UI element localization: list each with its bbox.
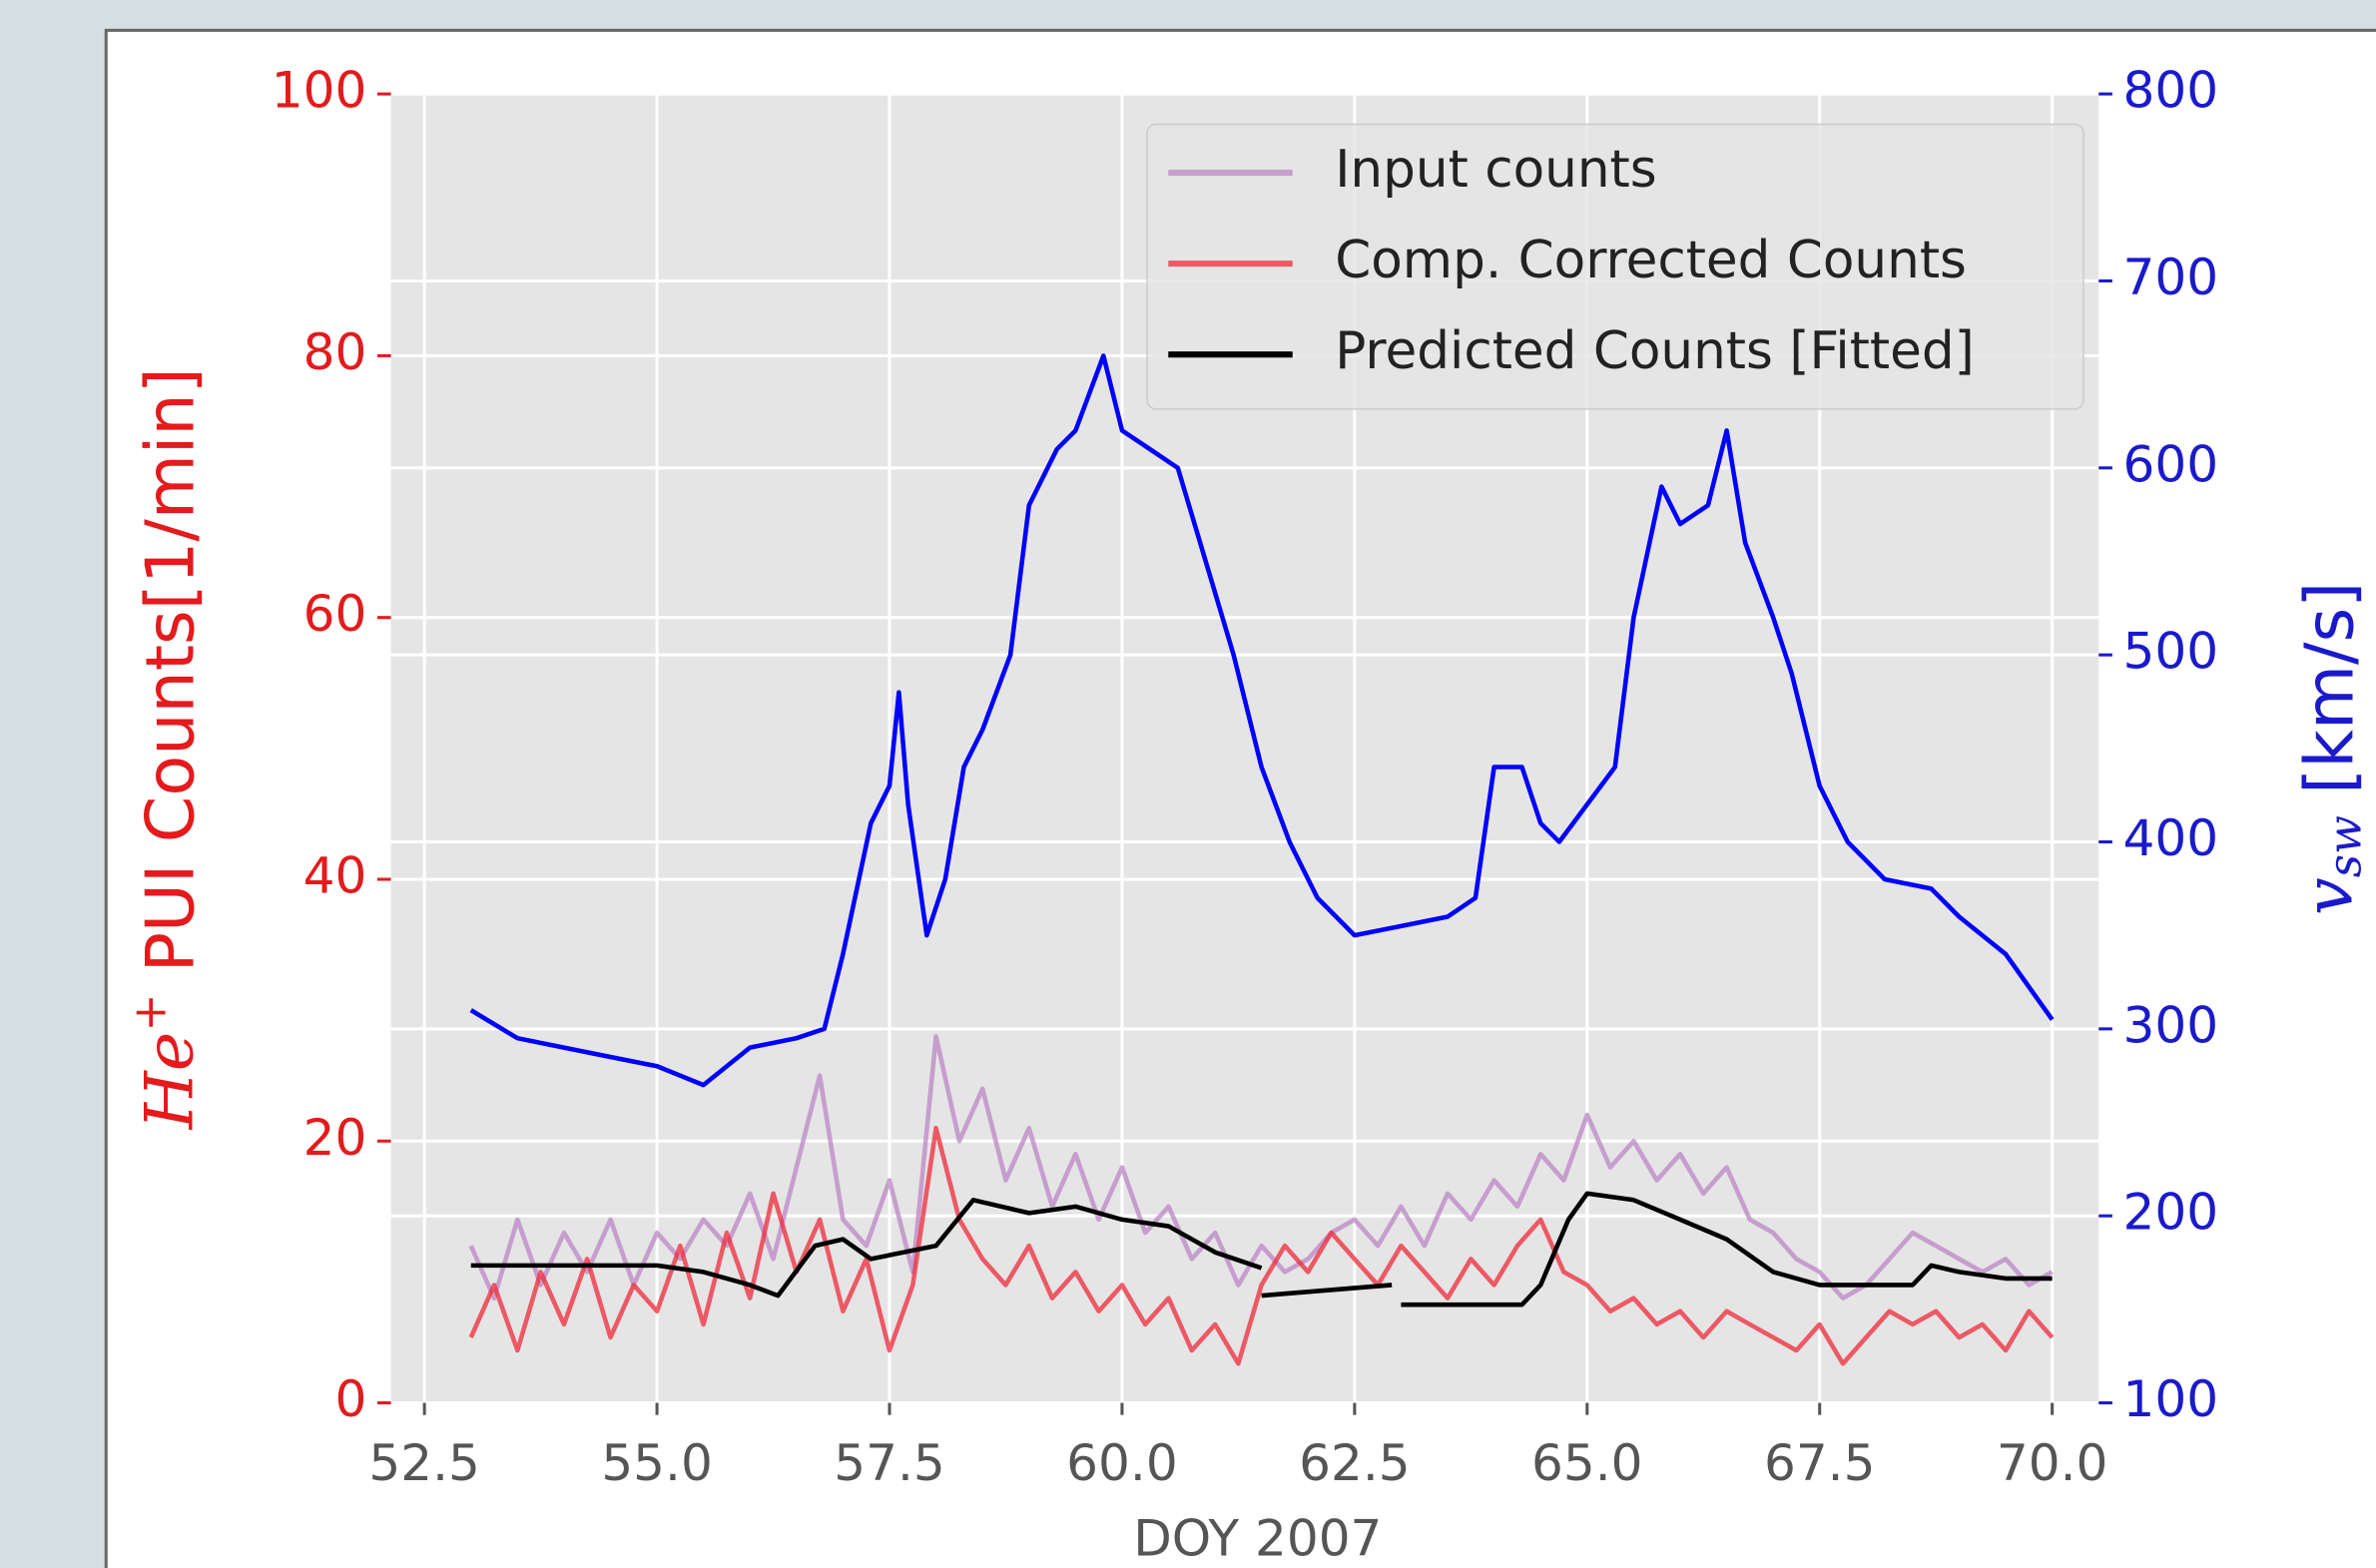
y2-tick-label: 600 [2123,435,2219,493]
legend-label: Predicted Counts [Fitted] [1335,321,1975,381]
y2label-script: sw [2318,815,2371,877]
x-tick-label: 60.0 [1066,1434,1178,1492]
y-tick-label: 20 [303,1109,367,1167]
y-tick-label: 0 [334,1370,366,1428]
x-tick-label: 65.0 [1531,1434,1643,1492]
x-tick-label: 57.5 [834,1434,945,1492]
y2-tick-label: 800 [2123,62,2219,120]
ylabel-main: He [130,1032,208,1132]
ylabel-rest: PUI Counts[1/min] [131,367,209,993]
y2label-main: v [2289,877,2367,915]
legend: Input counts Comp. Corrected Counts Predic… [1146,123,2084,410]
y2-tick-label: 300 [2123,996,2219,1054]
axes: 52.5 55.0 57.5 60.0 62.5 65.0 67.5 70.0 0 20 40 60 8… [272,62,2218,1492]
y-axis-label: He+ PUI Counts[1/min] [123,367,209,1131]
y2-tick-label: 200 [2123,1184,2219,1242]
x-tick-label: 52.5 [368,1434,480,1492]
legend-label: Input counts [1335,140,1656,200]
x-tick-label: 70.0 [1997,1434,2108,1492]
series-line [470,1191,2053,1307]
y2-tick-label: 500 [2123,623,2219,681]
series-line [468,1034,2054,1301]
y2-axis-label: vsw [km/s] [2289,582,2371,915]
x-tick-label: 55.0 [601,1434,713,1492]
y-tick-label: 80 [303,323,367,381]
y-tick-label: 60 [303,585,367,643]
marks [468,353,2055,1366]
y2-tick-label: 400 [2123,809,2219,867]
y2label-rest: [km/s] [2290,582,2368,815]
x-tick-label: 67.5 [1764,1434,1876,1492]
y-tick-label: 100 [272,62,367,120]
series-line [469,353,2055,1088]
ylabel-script: + [123,994,176,1032]
legend-label: Comp. Corrected Counts [1335,231,1967,290]
y2-tick-label: 700 [2123,249,2219,306]
x-tick-label: 62.5 [1299,1434,1411,1492]
legend-box [1146,123,2084,410]
x-axis-label: DOY 2007 [1133,1510,1382,1568]
series-line [468,1125,2055,1366]
y-tick-label: 40 [303,846,367,904]
y2-tick-label: 100 [2123,1370,2219,1428]
